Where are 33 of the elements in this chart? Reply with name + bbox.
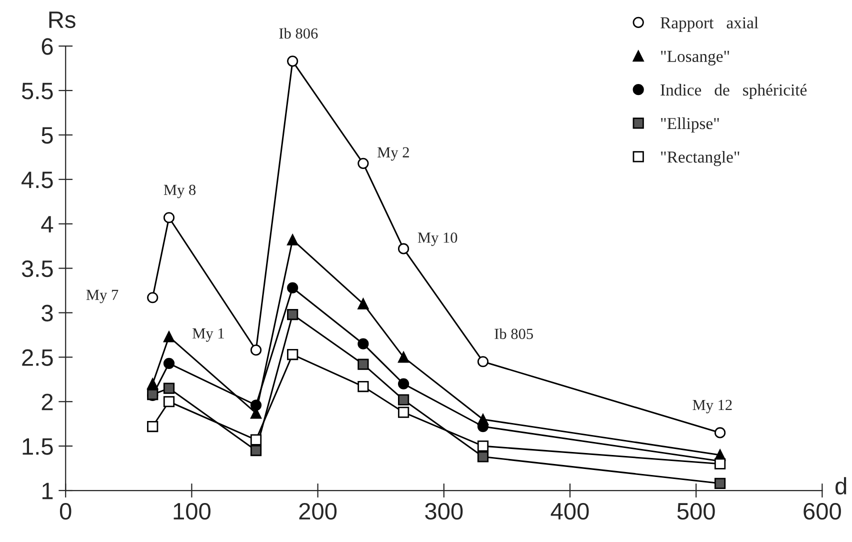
legend-label: "Rectangle" [661,150,740,166]
y-tick-label: 3.5 [22,260,53,278]
x-axis-title: d [836,477,846,495]
x-tick-label: 600 [804,502,841,520]
x-tick-label: 500 [677,502,715,520]
legend-label: Rapport axial [660,16,758,32]
y-tick-label: 2.5 [22,349,53,366]
annotation: Ib 806 [279,28,318,39]
annotation: My 2 [378,147,409,161]
annotation: My 1 [192,328,224,342]
legend-label: Indice de sphéricité [660,84,807,99]
x-tick-label: 400 [550,502,589,520]
y-axis-title: Rs [49,12,76,28]
annotation: My 10 [418,232,458,246]
y-tick-label: 3 [42,304,53,322]
legend-label: "Ellipse" [661,117,719,133]
y-tick-label: 1 [42,482,53,500]
y-tick-label: 5 [42,127,53,144]
legend-label: "Losange" [661,50,730,66]
x-tick-label: 300 [425,502,463,520]
y-tick-label: 1.5 [22,438,53,455]
y-tick-label: 4 [41,216,54,232]
annotation: Ib 805 [494,328,533,340]
x-tick-label: 100 [174,502,210,520]
x-tick-label: 200 [299,502,337,520]
y-tick-label: 5.5 [22,82,53,100]
x-tick-label: 0 [60,502,72,520]
y-tick-label: 6 [42,38,53,55]
y-tick-label: 4.5 [22,172,53,188]
annotation: My 8 [164,184,196,198]
annotation: My 12 [692,400,732,414]
y-tick-label: 2 [42,394,53,410]
annotation: My 7 [86,290,118,304]
